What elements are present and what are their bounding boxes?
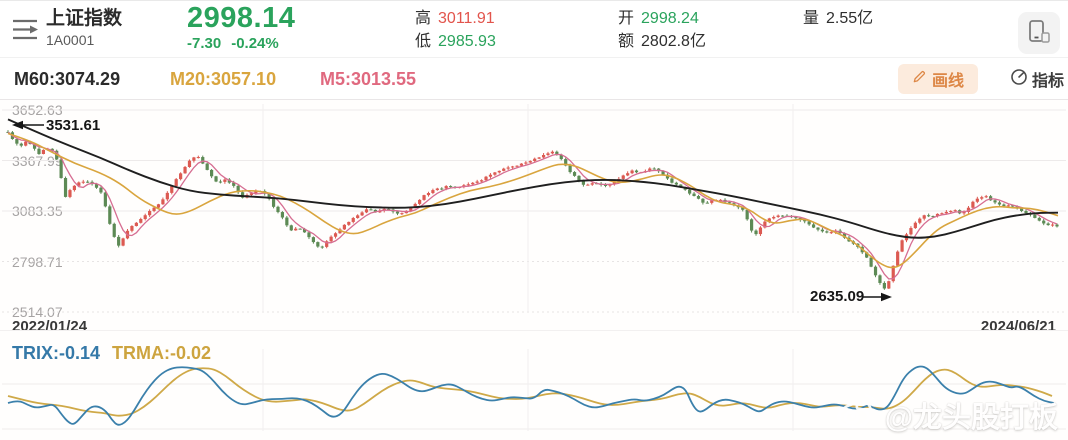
index-name: 上证指数 — [46, 8, 123, 29]
amount-value: 2802.8亿 — [641, 33, 706, 50]
quote-header: 上证指数 1A0001 2998.14 -7.30 -0.24% 高 3011.91… — [0, 0, 1068, 58]
ma20-legend: M20:3057.10 — [170, 69, 277, 89]
last-price: 2998.14 — [187, 2, 296, 34]
stat-volume: 量 2.55亿 — [803, 10, 874, 27]
price-block: 2998.14 -7.30 -0.24% — [187, 2, 295, 52]
trix-canvas — [2, 349, 1066, 431]
stat-high: 高 3011.91 — [415, 10, 495, 27]
trix-value-label: TRIX:-0.14 — [12, 343, 101, 363]
open-value: 2998.24 — [641, 10, 699, 27]
stat-open: 开 2998.24 — [618, 10, 699, 27]
stat-col-high-low: 高 3011.91 低 2985.93 — [415, 7, 496, 53]
menu-icon[interactable] — [12, 18, 42, 42]
rotate-screen-button[interactable] — [1018, 12, 1060, 54]
pencil-icon — [912, 69, 927, 89]
main-chart[interactable]: 3652.63 3367.99 3083.35 2798.71 2514.07 3531… — [0, 100, 1068, 335]
price-change: -7.30 -0.24% — [187, 36, 295, 52]
candlestick-canvas — [2, 104, 1066, 313]
annotation-low: 2635.09 — [810, 288, 865, 305]
stat-amount: 额 2802.8亿 — [618, 33, 706, 50]
indicator-label: 指标 — [1032, 73, 1065, 90]
trix-panel[interactable]: TRIX:-0.14 TRMA:-0.02 — [0, 330, 1068, 440]
index-code: 1A0001 — [46, 32, 95, 48]
stat-low: 低 2985.93 — [415, 33, 496, 50]
stat-col-open-amount: 开 2998.24 额 2802.8亿 — [618, 7, 706, 53]
gauge-icon — [1010, 68, 1028, 91]
annotation-high: 3531.61 — [46, 117, 101, 134]
rotate-phone-icon — [1027, 19, 1051, 48]
ma60-legend: M60:3074.29 — [14, 69, 121, 89]
index-title-block: 上证指数 1A0001 — [46, 8, 122, 49]
volume-value: 2.55亿 — [826, 10, 874, 27]
low-value: 2985.93 — [438, 33, 496, 50]
draw-line-button[interactable]: 画线 — [898, 64, 979, 94]
ma-legend-row: M60:3074.29 M20:3057.10 M5:3013.55 画线 指标 — [0, 58, 1068, 100]
stat-col-volume: 量 2.55亿 — [803, 7, 873, 30]
draw-line-label: 画线 — [932, 73, 965, 90]
high-value: 3011.91 — [438, 10, 495, 27]
change-percent: -0.24% — [231, 35, 279, 52]
trma-value-label: TRMA:-0.02 — [112, 343, 212, 363]
change-amount: -7.30 — [187, 35, 222, 52]
trix-legend: TRIX:-0.14 TRMA:-0.02 — [12, 343, 211, 364]
indicator-button[interactable]: 指标 — [1010, 64, 1064, 94]
ma5-legend: M5:3013.55 — [320, 69, 417, 89]
